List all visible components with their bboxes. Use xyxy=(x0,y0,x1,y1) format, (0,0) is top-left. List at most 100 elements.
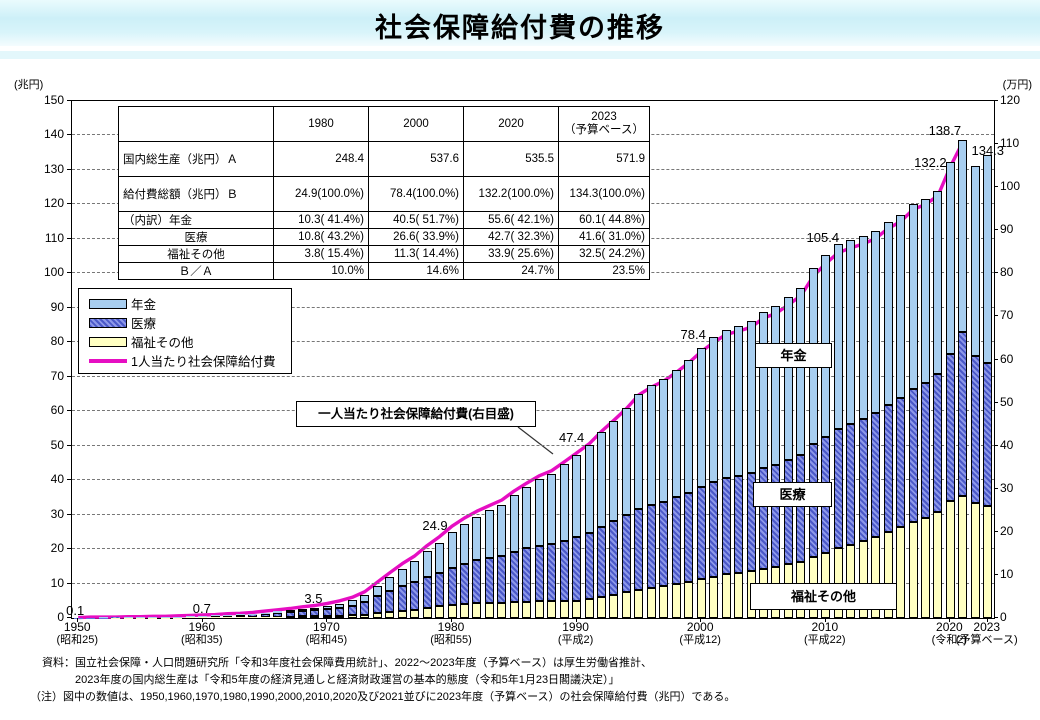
gridline xyxy=(72,341,994,343)
bar-segment-med xyxy=(597,526,607,597)
right-axis-tick xyxy=(994,401,998,403)
table-value-cell: 134.3(100.0%) xyxy=(558,176,650,212)
bar-segment-pen xyxy=(547,473,557,544)
bar-segment-pen xyxy=(285,610,295,613)
left-axis-tick xyxy=(67,444,71,446)
bar-segment-med xyxy=(572,537,582,601)
left-axis-tick xyxy=(67,203,71,205)
bar-segment-wel xyxy=(385,611,395,618)
right-axis-tick xyxy=(994,143,998,145)
bar-segment-pen xyxy=(671,369,681,498)
title-band-stripe xyxy=(0,51,1040,59)
bar-segment-med xyxy=(634,508,644,591)
bar-segment-pen xyxy=(248,613,258,615)
bar-segment-wel xyxy=(621,592,631,618)
value-annotation: 24.9 xyxy=(422,518,448,534)
line-swatch-icon xyxy=(89,358,127,363)
table-value-cell: 60.1( 44.8%) xyxy=(558,211,650,229)
left-axis-tick xyxy=(67,375,71,377)
table-row-label: 国内総生産（兆円）Ａ xyxy=(118,141,274,177)
bar-segment-pen xyxy=(472,516,482,561)
table-value-cell: 248.4 xyxy=(273,141,369,177)
left-axis-tick-label: 10 xyxy=(50,575,64,590)
table-value-cell: 55.6( 42.1%) xyxy=(463,211,559,229)
bar-segment-wel xyxy=(410,609,420,618)
bar-segment-pen xyxy=(896,215,906,398)
bar-segment-med xyxy=(858,419,868,542)
bar-segment-wel xyxy=(322,616,332,618)
legend-label: 医療 xyxy=(131,317,157,331)
x-axis-tick xyxy=(824,618,826,622)
welfare-swatch-icon xyxy=(89,336,127,347)
bar-segment-med xyxy=(659,501,669,587)
bar-segment-med xyxy=(410,582,420,610)
bar-segment-wel xyxy=(459,603,469,618)
bar-segment-wel xyxy=(372,613,382,618)
bar-segment-wel xyxy=(671,584,681,618)
table-row-label: 医療 xyxy=(118,228,274,246)
left-axis-tick-label: 120 xyxy=(43,196,64,211)
table-value-cell: 33.9( 25.6%) xyxy=(463,245,559,263)
value-annotation: 138.7 xyxy=(928,122,962,138)
table-value-cell: 26.6( 33.9%) xyxy=(368,228,464,246)
source-note-line1: 資料：国立社会保障・人口問題研究所「令和3年度社会保障費用統計」、2022～20… xyxy=(42,657,653,669)
bar-segment-med xyxy=(185,616,195,618)
bar-segment-pen xyxy=(721,329,731,478)
bar-segment-wel xyxy=(945,501,955,618)
bar-segment-wel xyxy=(447,604,457,618)
bar-segment-med xyxy=(534,545,544,602)
table-row-label: Ｂ／Ａ xyxy=(118,262,274,280)
bar-segment-wel xyxy=(210,617,220,618)
table-row-label: 給付費総額（兆円）Ｂ xyxy=(118,176,274,212)
right-axis-tick-label: 70 xyxy=(1000,308,1014,323)
right-axis-tick-label: 100 xyxy=(1000,179,1021,194)
table-value-cell: 3.8( 15.4%) xyxy=(273,245,369,263)
x-axis-tick xyxy=(986,618,988,622)
x-axis-tick xyxy=(326,618,328,622)
table-value-cell: 24.7% xyxy=(463,262,559,280)
bar-segment-pen xyxy=(397,569,407,587)
right-axis-tick xyxy=(994,573,998,575)
gridline xyxy=(72,513,994,515)
bar-segment-pen xyxy=(559,464,569,541)
x-axis-tick xyxy=(77,618,79,622)
x-axis-tick-label: 1970 (昭和45) xyxy=(305,620,348,647)
table-value-cell: 535.5 xyxy=(463,141,559,177)
left-axis-tick-label: 60 xyxy=(50,403,64,418)
value-annotation: 0.1 xyxy=(66,602,85,618)
bar-segment-pen xyxy=(696,347,706,488)
x-axis-tick xyxy=(451,618,452,622)
bar-segment-pen xyxy=(858,236,868,420)
right-axis-tick-label: 0 xyxy=(1000,610,1007,624)
bar-segment-med xyxy=(335,607,345,616)
right-axis-tick xyxy=(994,530,998,532)
bar-segment-pen xyxy=(385,577,395,591)
bar-segment-wel xyxy=(858,541,868,618)
bar-segment-wel xyxy=(522,601,532,618)
bar-segment-med xyxy=(584,532,594,600)
bar-segment-wel xyxy=(896,527,906,618)
table-value-cell: 32.5( 24.2%) xyxy=(558,245,650,263)
bar-segment-med xyxy=(198,615,208,618)
bar-segment-med xyxy=(260,613,270,617)
bar-segment-med xyxy=(833,429,843,549)
right-axis-tick xyxy=(994,358,998,360)
bar-segment-wel xyxy=(435,606,445,618)
left-axis-tick xyxy=(67,272,71,274)
bar-segment-pen xyxy=(746,321,756,473)
value-annotation: 47.4 xyxy=(558,429,585,445)
bar-segment-wel xyxy=(646,588,656,618)
left-axis-tick-label: 140 xyxy=(43,127,64,142)
bar-segment-wel xyxy=(597,596,607,618)
bar-segment-pen xyxy=(572,454,582,538)
bar-segment-med xyxy=(522,548,532,602)
left-axis-tick xyxy=(67,168,71,170)
bar-segment-wel xyxy=(559,600,569,618)
bar-segment-wel xyxy=(883,532,893,618)
table-value-cell: 571.9 xyxy=(558,141,650,177)
table-value-cell: 42.7( 32.3%) xyxy=(463,228,559,246)
bar-segment-med xyxy=(298,611,307,617)
per-capita-callout: 一人当たり社会保障給付費(右目盛) xyxy=(296,401,536,427)
bar-segment-med xyxy=(783,459,793,565)
bar-segment-pen xyxy=(646,385,656,505)
